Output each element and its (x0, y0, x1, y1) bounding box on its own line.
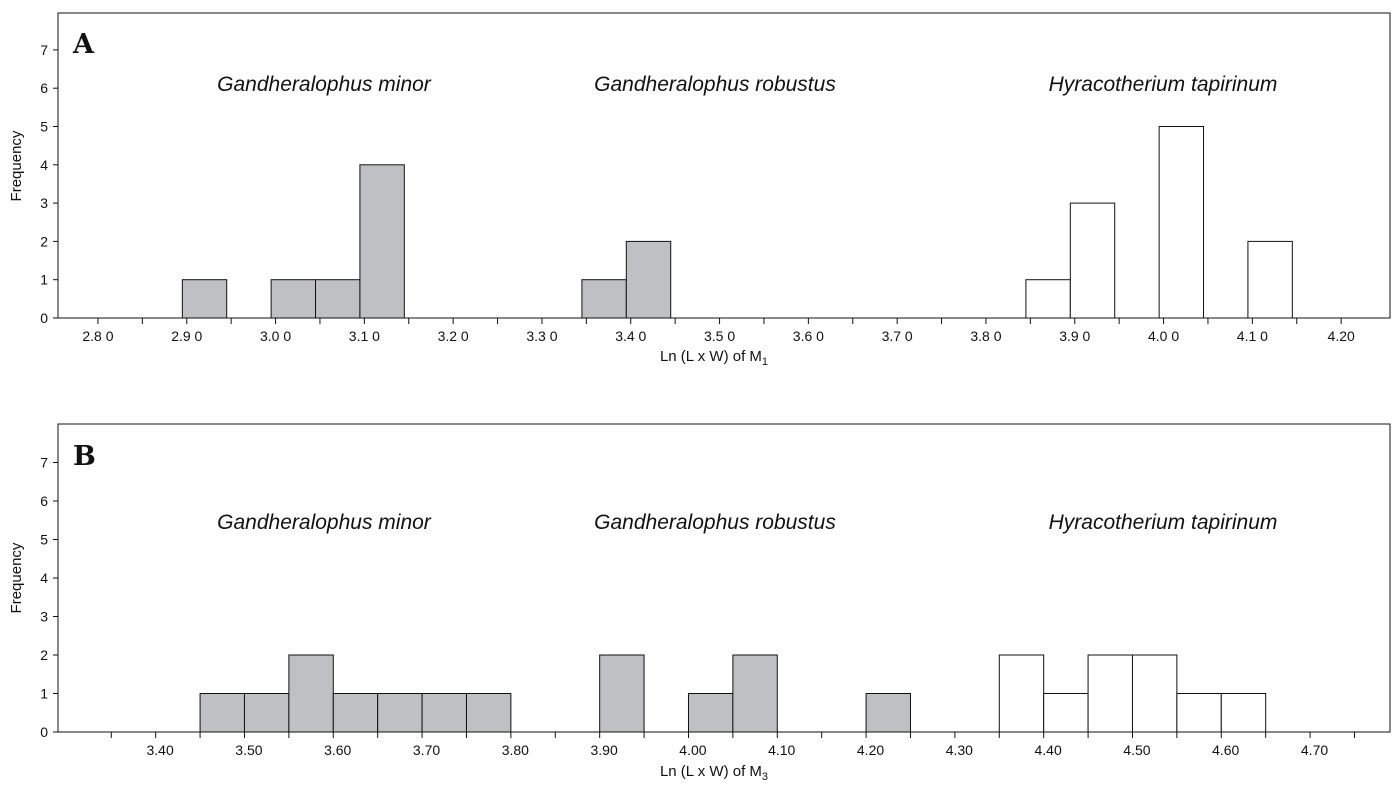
panel-a-x-axis-title-subscript: 1 (762, 356, 768, 368)
panel-b-bar-s2-4 (865, 693, 911, 733)
panel-a-bar-s2-2 (625, 240, 672, 319)
panel-a-bar-s1-1 (181, 279, 228, 319)
panel-a-y-tick-label-5: 5 (40, 119, 48, 135)
panel-a-bar-s3-3 (1158, 126, 1205, 319)
panel-b-y-tick-label-2: 2 (40, 647, 48, 663)
panel-a-y-tick-label-2: 2 (40, 233, 48, 249)
panel-b-bar-s3-4 (1131, 654, 1178, 733)
panel-b-x-axis-title-subscript: 3 (762, 771, 768, 783)
panel-b-y-axis: 0 1 2 3 4 5 6 7 (40, 455, 58, 740)
panel-a-x-axis-title-main: Ln (L x W) of M (660, 348, 762, 365)
panel-b-bar-s1-6 (421, 693, 467, 733)
panel-b-x-axis-title: Ln (L x W) of M3 (660, 763, 768, 783)
panel-b-x-tick-label-10: 4.30 (946, 742, 973, 758)
panel-a-bar-s3-2 (1069, 202, 1116, 319)
panel-b-frame (57, 423, 1391, 733)
panel-a-x-tick-label-14: 4.1 0 (1237, 328, 1268, 344)
panel-a-y-tick-label-6: 6 (40, 80, 48, 96)
panel-b-bar-s3-3 (1087, 654, 1133, 733)
panel-b-letter: B (73, 441, 96, 472)
panel-a-x-tick-label-12: 3.9 0 (1059, 328, 1090, 344)
panel-b-x-tick-label-6: 3.90 (590, 742, 617, 758)
panel-b-x-tick-label-8: 4.10 (768, 742, 795, 758)
panel-a-y-axis-title: Frequency (8, 130, 25, 201)
panel-b-x-tick-label-9: 4.20 (857, 742, 884, 758)
panel-a: A Gandheralophus minor Gandheralophus ro… (8, 12, 1391, 368)
panel-a-x-tick-label-9: 3.6 0 (793, 328, 824, 344)
panel-b-y-tick-label-3: 3 (40, 609, 48, 625)
panel-a-x-tick-label-15: 4.20 (1328, 328, 1355, 344)
panel-b-y-tick-label-5: 5 (40, 532, 48, 548)
panel-b-species-label-1: Gandheralophus minor (217, 511, 432, 534)
panel-b-bar-s1-7 (465, 693, 512, 733)
panel-a-x-tick-label-11: 3.8 0 (970, 328, 1001, 344)
panel-a-x-tick-label-10: 3.7 0 (882, 328, 913, 344)
panel-b-x-axis: 3.40 3.50 3.60 3.70 3.80 3.90 4.00 4.10 4.20 4.30… (110, 732, 1355, 758)
panel-a-bars (181, 126, 1293, 319)
panel-b-x-tick-label-13: 4.60 (1212, 742, 1239, 758)
panel-b-y-tick-label-6: 6 (40, 493, 48, 509)
panel-b-y-tick-label-7: 7 (40, 455, 48, 471)
panel-b-bar-s2-3 (732, 654, 778, 733)
panel-b-bar-s3-5 (1176, 693, 1222, 733)
panel-b-x-axis-title-main: Ln (L x W) of M (660, 763, 762, 780)
panel-b-bar-s2-1 (599, 654, 645, 733)
panel-a-bar-s1-3 (315, 279, 361, 319)
panel-b-species-label-3: Hyracotherium tapirinum (1049, 511, 1278, 534)
panel-b-y-tick-label-1: 1 (40, 686, 48, 702)
panel-a-species-label-1: Gandheralophus minor (217, 73, 432, 96)
panel-b-bar-s1-2 (243, 693, 290, 733)
panel-a-bar-s3-1 (1025, 279, 1071, 319)
panel-b-bar-s2-2 (687, 693, 734, 733)
panel-b-bar-s1-1 (199, 693, 245, 733)
panel-a-x-tick-label-3: 3.0 0 (260, 328, 291, 344)
panel-a-x-axis-title: Ln (L x W) of M1 (660, 348, 768, 368)
panel-b: B Gandheralophus minor Gandheralophus ro… (8, 423, 1391, 783)
panel-a-y-axis: 0 1 2 3 4 5 6 7 (40, 42, 58, 326)
panel-b-x-tick-label-11: 4.40 (1034, 742, 1061, 758)
panel-a-bar-s1-2 (270, 279, 317, 319)
panel-a-bar-s3-4 (1247, 240, 1293, 319)
panel-b-y-axis-title: Frequency (8, 542, 25, 613)
panel-b-x-tick-label-2: 3.50 (235, 742, 262, 758)
panel-a-bar-s2-1 (581, 279, 627, 319)
panel-a-letter: A (72, 29, 95, 60)
panel-a-x-tick-label-4: 3.1 0 (349, 328, 380, 344)
panel-b-x-tick-label-12: 4.50 (1123, 742, 1150, 758)
panel-b-x-tick-label-1: 3.40 (146, 742, 173, 758)
panel-b-bar-s3-6 (1220, 693, 1267, 733)
panel-b-y-tick-label-0: 0 (40, 724, 48, 740)
panel-b-x-tick-label-7: 4.00 (679, 742, 706, 758)
panel-a-x-tick-label-13: 4.0 0 (1148, 328, 1179, 344)
panel-a-x-tick-label-5: 3.2 0 (438, 328, 469, 344)
panel-a-x-tick-label-8: 3.5 0 (704, 328, 735, 344)
panel-a-y-tick-label-3: 3 (40, 195, 48, 211)
panel-a-x-tick-label-6: 3.3 0 (526, 328, 557, 344)
panel-a-bar-s1-4 (359, 164, 405, 319)
panel-b-bars (199, 654, 1267, 733)
panel-b-bar-s1-5 (377, 693, 423, 733)
panel-a-y-tick-label-7: 7 (40, 42, 48, 58)
panel-b-y-tick-label-4: 4 (40, 570, 48, 586)
panel-a-x-tick-label-7: 3.4 0 (615, 328, 646, 344)
panel-b-bar-s1-3 (288, 654, 334, 733)
panel-a-frame (57, 12, 1391, 319)
panel-a-x-axis: 2.8 0 2.9 0 3.0 0 3.1 0 3.2 0 3.3 0 3.4 0 3.5 0… (82, 318, 1355, 344)
panel-b-x-tick-label-4: 3.70 (413, 742, 440, 758)
panel-b-x-tick-label-14: 4.70 (1301, 742, 1328, 758)
panel-b-bar-s3-2 (1043, 693, 1089, 733)
panel-a-y-tick-label-0: 0 (40, 310, 48, 326)
panel-b-bar-s3-1 (998, 654, 1045, 733)
panel-b-x-tick-label-5: 3.80 (502, 742, 529, 758)
panel-a-species-label-2: Gandheralophus robustus (594, 73, 836, 96)
panel-a-x-tick-label-1: 2.8 0 (82, 328, 113, 344)
panel-b-species-label-2: Gandheralophus robustus (594, 511, 836, 534)
panel-a-y-tick-label-1: 1 (40, 272, 48, 288)
panel-b-x-tick-label-3: 3.60 (324, 742, 351, 758)
panel-b-bar-s1-4 (332, 693, 379, 733)
panel-a-y-tick-label-4: 4 (40, 157, 48, 173)
panel-a-species-label-3: Hyracotherium tapirinum (1049, 73, 1278, 96)
panel-a-x-tick-label-2: 2.9 0 (171, 328, 202, 344)
